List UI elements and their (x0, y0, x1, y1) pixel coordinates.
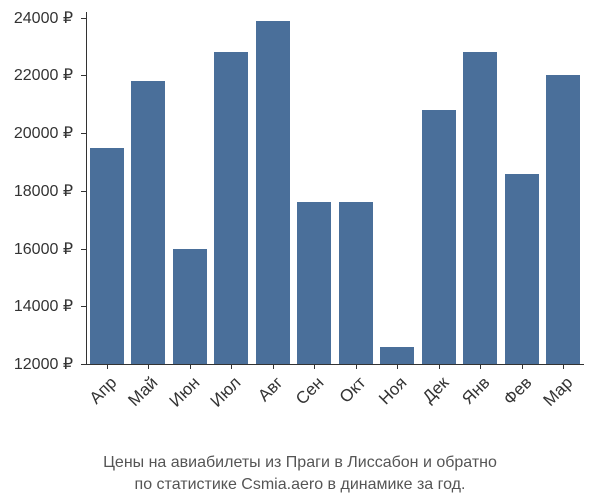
y-tick (81, 364, 86, 365)
x-tick (397, 364, 398, 369)
bar (463, 52, 497, 364)
price-chart: Цены на авиабилеты из Праги в Лиссабон и… (0, 0, 600, 500)
bar (90, 148, 124, 364)
y-tick (81, 75, 86, 76)
x-tick (314, 364, 315, 369)
bar (422, 110, 456, 364)
x-tick (107, 364, 108, 369)
y-tick (81, 133, 86, 134)
x-tick (356, 364, 357, 369)
bar (173, 249, 207, 364)
y-tick-label: 24000 ₽ (0, 8, 73, 28)
bar (380, 347, 414, 364)
y-tick-label: 22000 ₽ (0, 65, 73, 85)
bar (339, 202, 373, 364)
caption-line-2: по статистике Csmia.aero в динамике за г… (135, 476, 466, 493)
y-tick (81, 249, 86, 250)
chart-caption: Цены на авиабилеты из Праги в Лиссабон и… (0, 452, 600, 495)
y-tick-label: 12000 ₽ (0, 354, 73, 374)
x-tick (439, 364, 440, 369)
plot-area (86, 12, 584, 364)
y-tick-label: 14000 ₽ (0, 296, 73, 316)
y-tick-label: 18000 ₽ (0, 181, 73, 201)
bar (505, 174, 539, 364)
bar (297, 202, 331, 364)
x-tick (231, 364, 232, 369)
y-axis (86, 12, 87, 364)
x-tick (563, 364, 564, 369)
y-tick (81, 18, 86, 19)
x-tick (522, 364, 523, 369)
bar (214, 52, 248, 364)
y-tick-label: 16000 ₽ (0, 239, 73, 259)
bar (546, 75, 580, 364)
y-tick (81, 306, 86, 307)
x-tick (190, 364, 191, 369)
x-tick (273, 364, 274, 369)
bar (256, 21, 290, 364)
x-axis (86, 364, 584, 365)
x-tick (148, 364, 149, 369)
y-tick-label: 20000 ₽ (0, 123, 73, 143)
bar (131, 81, 165, 364)
x-tick (480, 364, 481, 369)
y-tick (81, 191, 86, 192)
